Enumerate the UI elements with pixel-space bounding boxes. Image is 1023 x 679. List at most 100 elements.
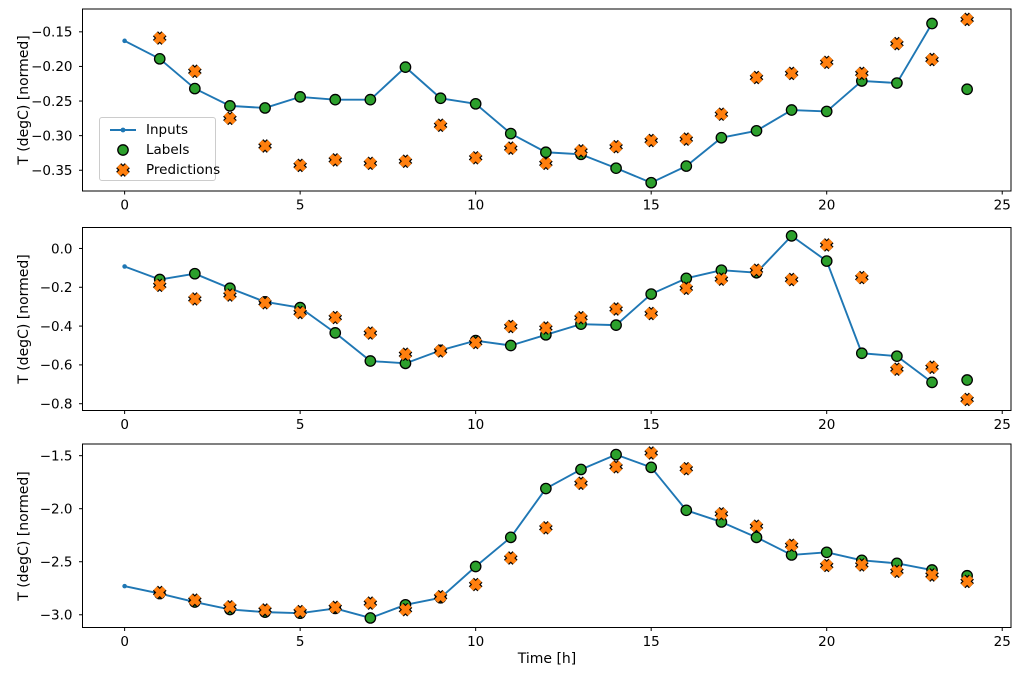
predictions-marker [645, 134, 658, 147]
labels-marker [645, 461, 658, 474]
legend-label-predictions: Predictions [146, 162, 221, 178]
x-tick-label: 5 [296, 198, 305, 214]
predictions-marker [574, 311, 588, 324]
y-axis-label-middle: T (degC) [normed] [16, 254, 32, 384]
labels-marker [855, 347, 868, 360]
predictions-marker [539, 321, 552, 335]
labels-marker [399, 357, 412, 370]
legend-label-inputs: Inputs [146, 122, 188, 138]
labels-marker [540, 482, 552, 495]
inputs-line [124, 23, 933, 184]
predictions-marker [469, 578, 482, 591]
legend-item-predictions: Predictions [100, 160, 220, 180]
inputs-point [122, 583, 127, 589]
predictions-marker [259, 296, 272, 309]
labels-marker [504, 339, 517, 352]
legend-item-inputs: Inputs [100, 120, 215, 140]
labels-marker [961, 374, 973, 386]
predictions-marker [188, 292, 201, 305]
labels-marker [645, 288, 658, 300]
predictions-marker [223, 112, 236, 125]
predictions-marker [680, 133, 693, 146]
predictions-marker [153, 32, 166, 45]
predictions-marker [680, 462, 693, 475]
predictions-marker [820, 238, 833, 251]
predictions-marker [574, 144, 588, 157]
labels-marker [364, 93, 377, 106]
labels-marker [891, 350, 903, 363]
predictions-marker [469, 151, 482, 164]
predictions-marker [504, 320, 517, 333]
x-tick-label: 25 [994, 417, 1011, 433]
predictions-marker [399, 348, 412, 361]
labels-marker [329, 93, 342, 106]
predictions-marker [294, 605, 307, 618]
predictions-marker [645, 307, 658, 320]
x-tick-label: 20 [818, 634, 835, 650]
predictions-marker [434, 344, 447, 357]
labels-marker [785, 549, 798, 561]
predictions-marker [434, 119, 447, 132]
x-tick-label: 25 [994, 198, 1011, 214]
y-tick-label: −0.15 [31, 25, 72, 41]
predictions-marker [785, 539, 798, 552]
predictions-marker [855, 67, 868, 80]
subplot-2: 0 5 10 15 20 25 0.0 −0.2 −0.4 −0.6 −0.8 [40, 227, 1012, 433]
y-tick-label: −1.5 [40, 448, 73, 464]
predictions-marker [961, 393, 974, 406]
labels-marker [188, 267, 201, 280]
labels-marker [224, 100, 236, 112]
subplot-1: 0 5 10 15 20 25 −0.15 −0.20 −0.25 −0.30 −0.35 [31, 8, 1012, 214]
x-tick-label: 0 [120, 198, 129, 214]
predictions-marker [364, 327, 377, 340]
x-tick-label: 10 [467, 634, 484, 650]
y-tick-label: −0.8 [40, 397, 73, 413]
y-tick-label: −0.2 [40, 280, 73, 296]
x-tick-label: 20 [818, 417, 835, 433]
predictions-marker [223, 600, 236, 613]
labels-marker [610, 162, 622, 175]
predictions-marker [188, 594, 201, 607]
predictions-marker [574, 477, 588, 490]
predictions-marker [855, 558, 868, 571]
predictions-marker [750, 71, 763, 84]
x-tick-label: 15 [643, 198, 660, 214]
x-tick-label: 0 [120, 417, 129, 433]
labels-marker [961, 83, 973, 96]
labels-marker [680, 160, 693, 172]
inputs-point [122, 264, 127, 269]
inputs-line [124, 234, 933, 384]
predictions-marker [715, 273, 728, 286]
predictions-marker [610, 460, 623, 473]
labels-marker [610, 448, 622, 461]
legend: Inputs Labels Predictions [99, 117, 220, 181]
labels-marker [926, 376, 938, 389]
predictions-marker [925, 361, 939, 374]
predictions-marker [329, 311, 342, 324]
predictions-marker [329, 601, 342, 614]
labels-marker [469, 560, 482, 573]
predictions-marker [961, 575, 974, 588]
predictions-marker [961, 13, 974, 26]
labels-marker [188, 82, 201, 95]
labels-marker [926, 17, 938, 30]
x-tick-label: 10 [467, 417, 484, 433]
x-axis-label: Time [h] [517, 651, 577, 667]
predictions-marker [364, 597, 377, 610]
predictions-marker [855, 271, 868, 284]
y-tick-label: −0.4 [40, 319, 73, 335]
y-axis-label-top: T (degC) [normed] [16, 35, 32, 165]
green-circle-icon [117, 144, 129, 156]
subplot-3: 0 5 10 15 20 25 −1.5 −2.0 −2.5 −3.0 [40, 443, 1012, 650]
labels-marker [259, 102, 271, 114]
legend-item-labels: Labels [100, 140, 215, 160]
predictions-marker [610, 140, 623, 153]
labels-marker [680, 504, 693, 517]
predictions-marker [259, 603, 272, 617]
labels-marker [399, 61, 412, 73]
predictions-marker [925, 568, 939, 582]
predictions-marker [890, 37, 903, 50]
x-tick-label: 5 [296, 417, 305, 433]
